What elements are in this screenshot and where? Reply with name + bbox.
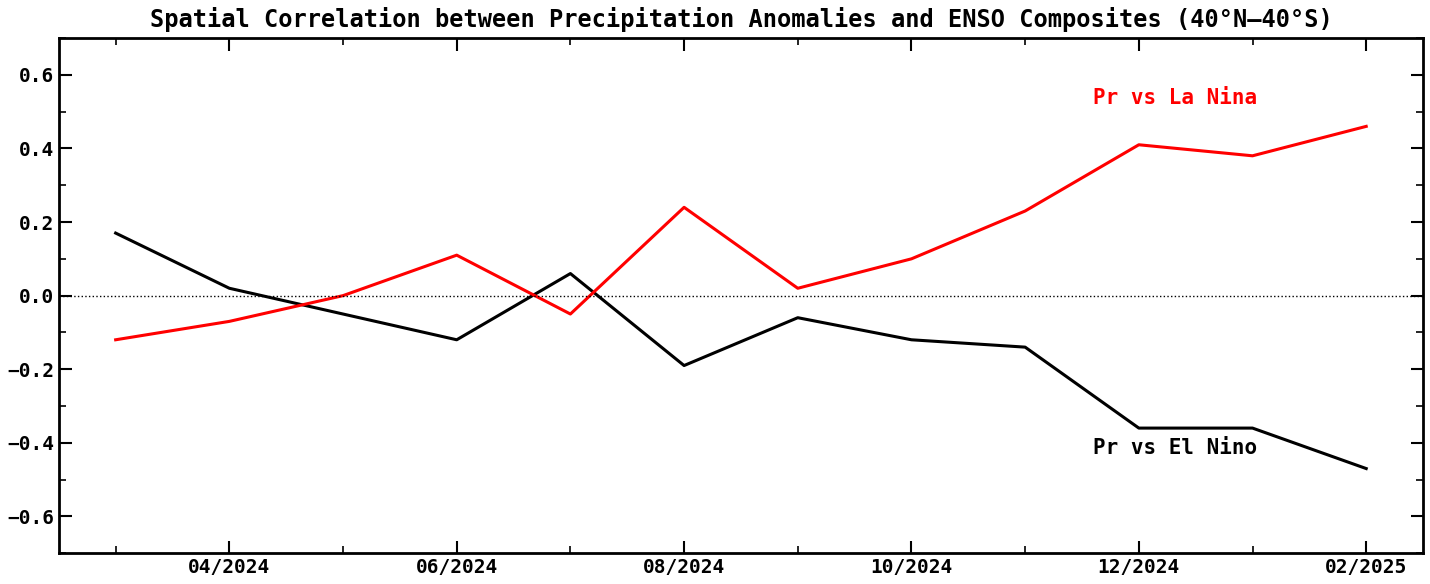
Title: Spatial Correlation between Precipitation Anomalies and ENSO Composites (40°N–40: Spatial Correlation between Precipitatio… bbox=[150, 7, 1333, 32]
Text: Pr vs La Nina: Pr vs La Nina bbox=[1094, 88, 1257, 108]
Text: Pr vs El Nino: Pr vs El Nino bbox=[1094, 438, 1257, 458]
